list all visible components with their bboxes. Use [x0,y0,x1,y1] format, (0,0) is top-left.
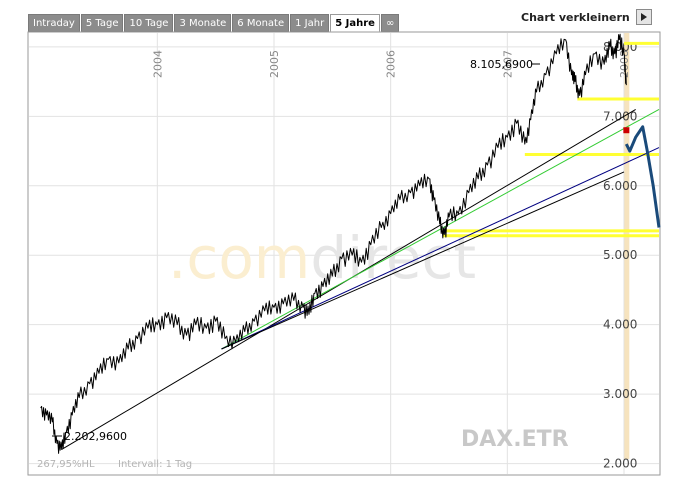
watermark-text: .comdirect [168,224,476,292]
x-tick-label: 2004 [151,50,164,78]
trend-lines [61,108,660,450]
tab-5-tage[interactable]: 5 Tage [80,14,124,32]
x-tick-label: 2007 [501,50,514,78]
tab-all[interactable]: ∞ [380,14,400,32]
price-series-line [40,33,627,454]
watermark: .comdirect [168,224,476,292]
markers [623,127,630,134]
forecast-series-line [624,125,661,228]
current-marker [624,33,630,459]
low-annotation: 2.202,9600 [64,430,127,443]
high-annotation: 8.105,6900 [470,58,533,71]
y-tick-label: 7.000 [603,109,637,123]
y-tick-label: 2.000 [603,457,637,471]
series-lines [40,33,661,454]
y-tick-label: 6.000 [603,179,637,193]
trend-line [221,108,660,350]
grid [29,33,659,474]
shrink-chart-label[interactable]: Chart verkleinern [521,10,630,24]
footer-right: Intervall: 1 Tag [118,459,192,470]
play-arrow-icon[interactable] [635,9,652,25]
trend-line [221,171,625,350]
x-tick-label: 2006 [385,50,398,78]
y-tick-label: 4.000 [603,318,637,332]
index-label: DAX.ETR [461,427,569,452]
shrink-chart-control[interactable]: Chart verkleinern [521,9,652,25]
trend-line [221,147,660,350]
price-marker [623,127,630,134]
y-tick-label: 3.000 [603,387,637,401]
footer-left: 267,95%HL [37,459,95,470]
plot-frame [27,31,661,476]
x-tick-label: 2005 [268,50,281,78]
current-date-band [624,33,630,459]
y-tick-label: 5.000 [603,248,637,262]
